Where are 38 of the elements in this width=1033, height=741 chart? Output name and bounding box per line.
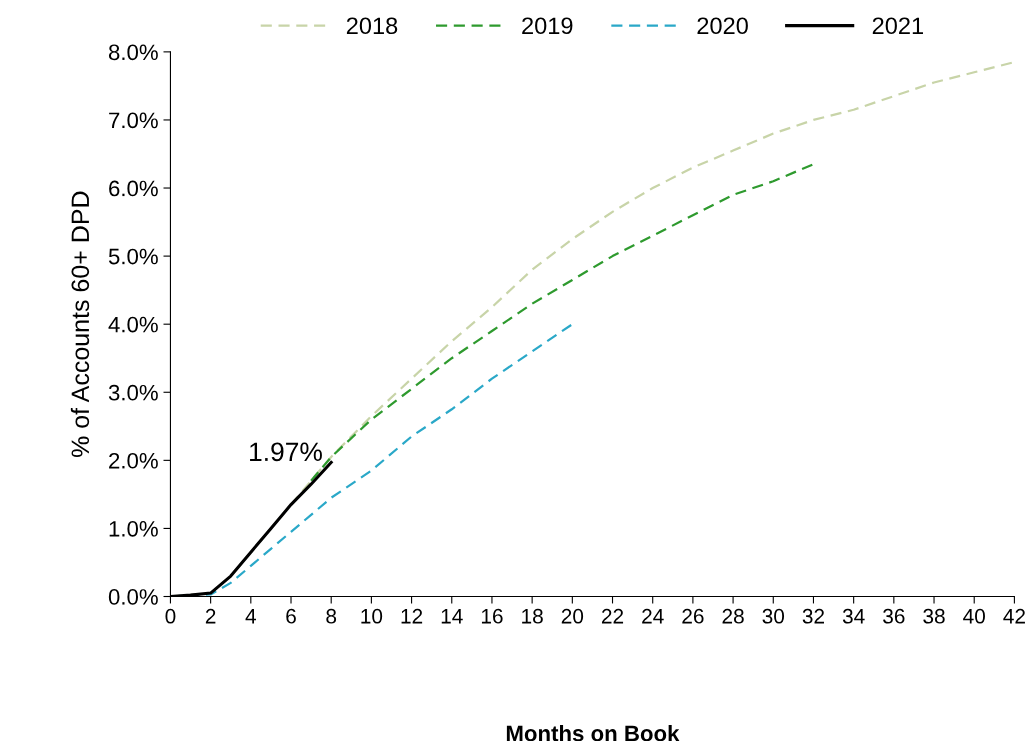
x-tick-label: 8 [326,608,337,624]
x-tick-label: 38 [923,608,945,624]
x-axis-title: Months on Book [506,724,680,741]
y-tick-label: 2.0% [109,452,158,469]
x-tick-label: 18 [522,608,543,624]
x-tick-label: 28 [722,608,744,624]
y-tick-label: 4.0% [108,316,158,333]
x-tick-label: 42 [1003,608,1025,624]
y-tick-label: 0.0% [108,589,158,605]
y-tick-label: 3.0% [108,384,158,401]
x-tick-label: 6 [286,608,296,624]
x-tick-label: 0 [165,608,176,624]
x-tick-label: 36 [883,608,905,624]
y-tick-label: 7.0% [109,112,158,129]
y-axis-title: % of Accounts 60+ DPD [70,191,90,458]
legend-label: 2021 [872,17,923,35]
x-tick-label: 22 [601,608,624,624]
x-tick-label: 32 [802,608,824,624]
x-tick-label: 20 [561,608,584,624]
x-tick-label: 2 [205,608,216,624]
legend-label: 2019 [522,17,573,35]
x-tick-label: 26 [682,608,704,624]
x-tick-label: 4 [245,609,257,624]
x-tick-label: 34 [842,608,865,624]
y-tick-label: 1.0% [109,520,158,537]
x-tick-label: 40 [963,608,985,624]
x-tick-label: 16 [481,608,503,624]
y-tick-label: 6.0% [109,180,158,197]
x-tick-label: 14 [441,609,463,624]
y-tick-label: 8.0% [108,44,158,61]
legend-label: 2018 [346,17,398,35]
legend-label: 2020 [697,17,748,35]
annotation: 1.97% [250,442,322,462]
x-tick-label: 30 [762,608,785,624]
y-tick-label: 5.0% [108,248,158,265]
x-tick-label: 12 [401,608,423,624]
x-tick-label: 10 [361,608,383,624]
x-tick-label: 24 [642,608,664,624]
